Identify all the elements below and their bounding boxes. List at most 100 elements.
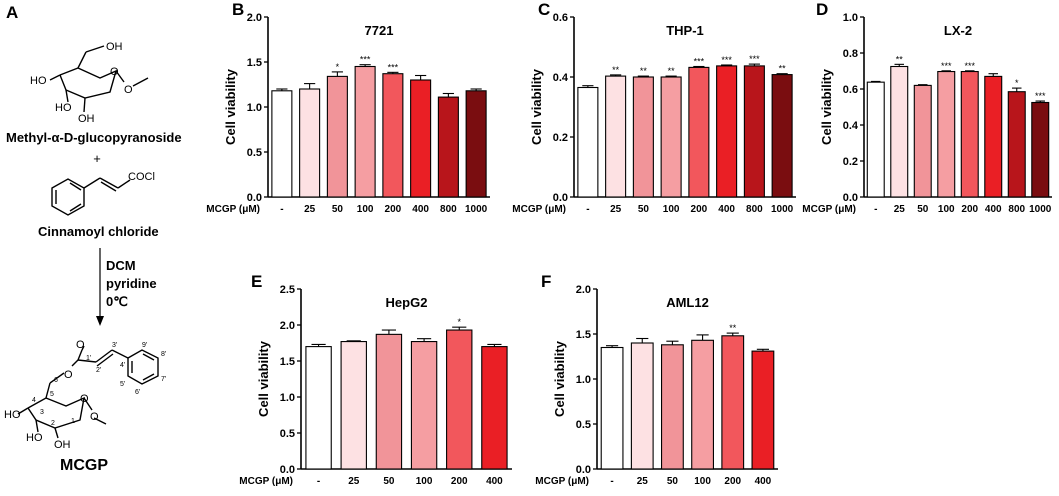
significance-marker: *** bbox=[694, 57, 705, 67]
y-tick-label: 0.4 bbox=[553, 72, 569, 84]
ring-oxygen-1: O bbox=[110, 66, 119, 78]
bar bbox=[326, 75, 348, 198]
panel-label: B bbox=[232, 0, 244, 19]
atom-number: 3' bbox=[112, 342, 117, 349]
bar bbox=[1031, 101, 1050, 198]
glucopyranoside-structure bbox=[49, 45, 149, 113]
product-name: MCGP bbox=[60, 457, 108, 474]
x-tick-label: - bbox=[610, 476, 613, 487]
ho-group-2: HO bbox=[55, 102, 72, 114]
y-tick-label: 0.5 bbox=[247, 147, 262, 159]
bar bbox=[410, 341, 438, 470]
ring-oxygen-2: O bbox=[80, 393, 89, 405]
bar bbox=[375, 333, 403, 470]
bar bbox=[771, 74, 793, 198]
x-tick-label: 25 bbox=[348, 476, 360, 487]
significance-marker: *** bbox=[964, 61, 975, 71]
bar bbox=[465, 90, 487, 198]
bar bbox=[890, 65, 909, 198]
bar bbox=[751, 350, 775, 470]
reagent2-name: Cinnamoyl chloride bbox=[38, 224, 159, 239]
ho-group-3: HO bbox=[4, 409, 21, 421]
x-axis-label: MCGP (μM) bbox=[239, 476, 293, 487]
x-tick-label: 100 bbox=[694, 476, 711, 487]
bar bbox=[354, 65, 376, 198]
mcgp-structure bbox=[17, 345, 159, 439]
bar bbox=[743, 65, 765, 198]
x-tick-label: - bbox=[874, 204, 877, 215]
bar bbox=[960, 70, 979, 198]
x-tick-label: 400 bbox=[486, 476, 503, 487]
significance-marker: *** bbox=[749, 54, 760, 64]
y-tick-label: 2.5 bbox=[280, 284, 295, 296]
bar bbox=[1007, 91, 1026, 198]
atom-number: 9' bbox=[142, 342, 147, 349]
panel-a-label: A bbox=[6, 3, 18, 22]
x-tick-label: 25 bbox=[304, 204, 316, 215]
y-axis-label: Cell viability bbox=[223, 68, 238, 145]
atom-number: 7' bbox=[161, 376, 166, 383]
bar bbox=[984, 75, 1003, 198]
x-tick-label: 100 bbox=[416, 476, 433, 487]
x-tick-label: 50 bbox=[383, 476, 395, 487]
chart-lx-2: D LX-2 0.0 0.2 0.4 0.6 0.8 1.0 Cell viability MCG… bbox=[802, 0, 1052, 215]
x-tick-label: 25 bbox=[610, 204, 622, 215]
y-tick-label: 1.5 bbox=[280, 356, 295, 368]
y-tick-label: 0.0 bbox=[843, 192, 858, 204]
cocl-group: COCl bbox=[128, 171, 155, 183]
significance-marker: *** bbox=[1035, 91, 1046, 101]
atom-number: 4' bbox=[120, 362, 125, 369]
panel-label: C bbox=[538, 0, 550, 19]
bar bbox=[481, 346, 508, 470]
atom-number: 3 bbox=[40, 409, 44, 416]
y-tick-label: 0.5 bbox=[576, 419, 591, 431]
y-tick-label: 0.5 bbox=[280, 428, 295, 440]
x-tick-label: 800 bbox=[1008, 204, 1025, 215]
y-axis-label: Cell viability bbox=[552, 340, 567, 417]
significance-marker: ** bbox=[612, 65, 620, 75]
y-tick-label: 0.2 bbox=[553, 132, 568, 144]
methoxy-oxygen-1: O bbox=[124, 84, 133, 96]
oh-group-2: OH bbox=[78, 113, 95, 125]
y-tick-label: 0.0 bbox=[247, 192, 262, 204]
plus-sign: + bbox=[93, 151, 101, 166]
atom-number: 1 bbox=[71, 418, 75, 425]
atom-number: 2' bbox=[96, 367, 101, 374]
x-tick-label: 100 bbox=[663, 204, 680, 215]
x-tick-label: 400 bbox=[412, 204, 429, 215]
atom-number: 6' bbox=[135, 389, 140, 396]
oh-group-1: OH bbox=[106, 41, 123, 53]
atom-number: 8' bbox=[161, 351, 166, 358]
x-tick-label: 1000 bbox=[465, 204, 488, 215]
bar bbox=[721, 335, 745, 470]
x-axis-label: MCGP (μM) bbox=[512, 204, 566, 215]
x-tick-label: 200 bbox=[691, 204, 708, 215]
significance-marker: *** bbox=[721, 55, 732, 65]
chart-title: AML12 bbox=[666, 295, 709, 310]
bar bbox=[410, 79, 432, 198]
x-tick-label: 100 bbox=[938, 204, 955, 215]
x-tick-label: 400 bbox=[718, 204, 735, 215]
bar bbox=[716, 65, 738, 198]
bar bbox=[866, 81, 885, 198]
y-tick-label: 0.0 bbox=[280, 464, 295, 476]
chart-7721: B 7721 0.0 0.5 1.0 1.5 2.0 Cell viability MCGP (… bbox=[206, 0, 490, 215]
carbonyl-oxygen: O bbox=[76, 339, 85, 351]
condition-2: pyridine bbox=[106, 276, 157, 291]
x-tick-label: 25 bbox=[894, 204, 906, 215]
bar bbox=[937, 70, 956, 198]
bar bbox=[913, 84, 932, 198]
significance-marker: ** bbox=[779, 64, 787, 74]
atom-number: 5 bbox=[50, 391, 54, 398]
chart-title: 7721 bbox=[365, 23, 394, 38]
panel-label: E bbox=[251, 272, 262, 291]
atom-number: 2 bbox=[51, 420, 55, 427]
y-tick-label: 1.0 bbox=[280, 392, 295, 404]
chart-title: HepG2 bbox=[386, 295, 428, 310]
methoxy-oxygen-2: O bbox=[90, 411, 99, 423]
bar bbox=[577, 86, 599, 198]
x-tick-label: 50 bbox=[917, 204, 929, 215]
bar bbox=[305, 346, 332, 470]
reagent1-name: Methyl-α-D-glucopyranoside bbox=[6, 130, 182, 145]
